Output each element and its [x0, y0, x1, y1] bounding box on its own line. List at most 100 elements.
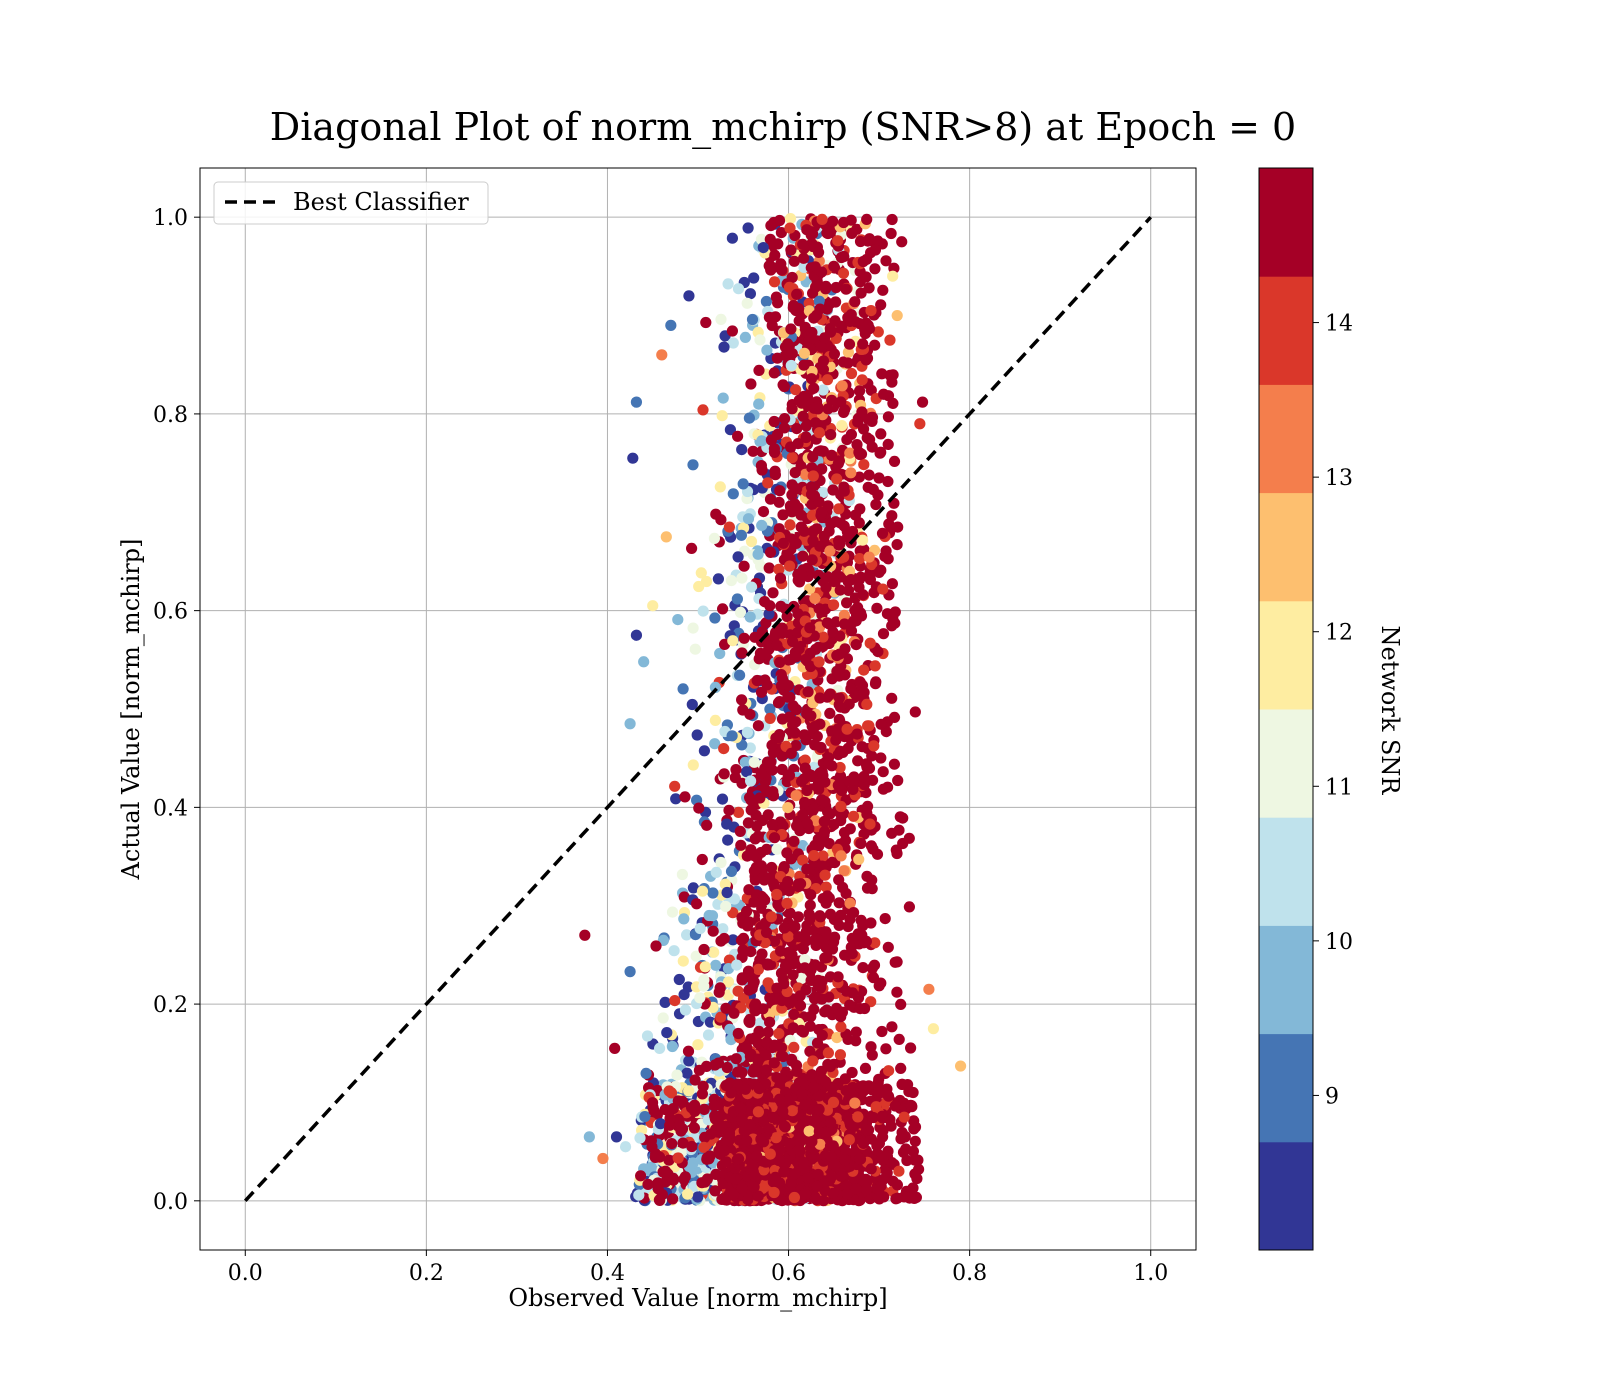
scatter-point	[702, 1029, 715, 1041]
scatter-point	[757, 892, 769, 904]
scatter-point	[645, 1161, 657, 1174]
scatter-point	[866, 883, 878, 895]
scatter-point	[833, 713, 845, 726]
scatter-point	[840, 283, 852, 295]
scatter-point	[679, 1171, 691, 1183]
scatter-point	[814, 910, 826, 922]
scatter-point	[875, 752, 887, 764]
scatter-point	[694, 992, 706, 1004]
scatter-point	[745, 775, 757, 787]
scatter-point	[734, 825, 746, 838]
scatter-point	[806, 770, 818, 783]
scatter-point	[817, 640, 829, 652]
scatter-point	[753, 364, 765, 376]
scatter-point	[876, 1025, 888, 1038]
scatter-point	[736, 647, 748, 659]
scatter-point	[701, 819, 713, 831]
scatter-point	[754, 334, 766, 346]
scatter-point	[849, 1097, 861, 1109]
scatter-point	[726, 232, 739, 244]
scatter-point	[865, 1041, 877, 1053]
scatter-point	[778, 381, 790, 393]
scatter-point	[730, 1053, 742, 1065]
scatter-point	[877, 1112, 889, 1124]
scatter-point	[868, 740, 880, 752]
scatter-point	[773, 563, 785, 576]
scatter-point	[911, 1173, 923, 1185]
scatter-point	[725, 865, 738, 878]
scatter-point	[820, 280, 832, 292]
scatter-point	[841, 526, 853, 538]
scatter-point	[789, 467, 801, 479]
scatter-point	[854, 503, 866, 515]
scatter-point	[762, 809, 774, 821]
scatter-point	[732, 1066, 744, 1078]
scatter-point	[745, 535, 758, 548]
scatter-point	[891, 1192, 904, 1204]
scatter-point	[772, 697, 785, 709]
scatter-point	[845, 683, 857, 695]
scatter-point	[726, 730, 738, 742]
scatter-point	[700, 575, 713, 588]
scatter-point	[881, 1167, 893, 1179]
scatter-point	[820, 881, 832, 893]
scatter-point	[681, 1067, 693, 1079]
scatter-point	[723, 804, 735, 816]
scatter-point	[854, 266, 866, 278]
scatter-point	[720, 900, 732, 913]
scatter-point	[808, 382, 820, 394]
scatter-point	[872, 235, 884, 247]
scatter-point	[869, 263, 881, 275]
scatter-point	[831, 473, 843, 485]
scatter-point	[861, 213, 873, 225]
scatter-point	[762, 977, 774, 989]
scatter-point	[833, 692, 846, 704]
scatter-point	[894, 811, 906, 823]
scatter-point	[642, 1178, 654, 1190]
scatter-point	[834, 584, 846, 596]
scatter-point	[851, 728, 863, 740]
scatter-point	[791, 627, 804, 639]
scatter-point	[651, 1178, 663, 1190]
scatter-point	[891, 956, 903, 968]
scatter-point	[686, 698, 698, 711]
scatter-point	[696, 885, 709, 897]
scatter-point	[861, 758, 873, 770]
scatter-point	[824, 326, 837, 338]
scatter-point	[779, 413, 791, 425]
scatter-point	[797, 809, 809, 821]
scatter-point	[798, 252, 810, 264]
scatter-point	[805, 710, 817, 722]
scatter-point	[839, 1073, 851, 1085]
scatter-point	[717, 923, 729, 935]
scatter-point	[800, 420, 812, 432]
scatter-point	[860, 1183, 873, 1196]
scatter-point	[895, 998, 907, 1011]
scatter-point	[909, 1135, 921, 1147]
scatter-point	[806, 326, 818, 339]
scatter-point	[855, 571, 867, 583]
scatter-point	[844, 565, 856, 577]
scatter-point	[836, 420, 848, 432]
scatter-point	[888, 455, 901, 467]
scatter-point	[852, 755, 864, 767]
scatter-point	[853, 517, 865, 529]
scatter-point	[760, 295, 773, 308]
scatter-point	[907, 1182, 919, 1194]
scatter-point	[807, 451, 819, 463]
scatter-point	[755, 460, 768, 472]
scatter-point	[879, 550, 891, 562]
scatter-point	[759, 596, 771, 608]
scatter-point	[784, 519, 796, 531]
scatter-point	[726, 325, 739, 337]
scatter-point	[696, 853, 708, 866]
scatter-point	[826, 760, 838, 772]
scatter-point	[896, 1078, 908, 1090]
scatter-point	[782, 931, 794, 943]
scatter-point	[817, 363, 830, 376]
scatter-point	[720, 1156, 732, 1168]
scatter-point	[844, 999, 856, 1011]
scatter-point	[796, 775, 808, 788]
scatter-point	[806, 462, 818, 474]
scatter-point	[687, 759, 699, 771]
